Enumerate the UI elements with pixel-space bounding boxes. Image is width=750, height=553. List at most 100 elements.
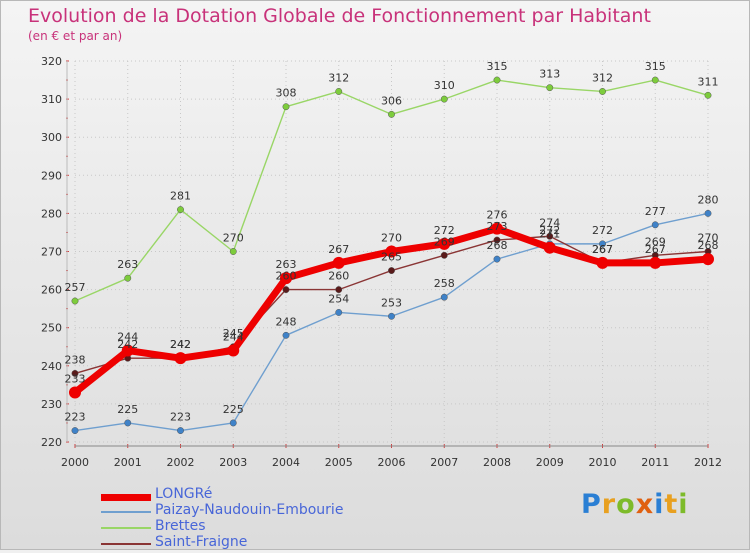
data-label-paizay-naudouin-embourie: 225	[223, 403, 244, 416]
data-label-longr-: 276	[487, 209, 508, 222]
data-label-saint-fraigne: 273	[487, 220, 508, 233]
data-label-brettes: 306	[381, 94, 402, 107]
data-point-brettes	[335, 88, 343, 95]
data-point-saint-fraigne	[282, 286, 290, 294]
data-label-paizay-naudouin-embourie: 254	[328, 292, 349, 305]
data-label-brettes: 257	[65, 281, 86, 294]
data-point-paizay-naudouin-embourie	[229, 419, 237, 427]
data-point-longr-	[543, 241, 556, 254]
logo-letter: r	[601, 489, 617, 520]
data-label-longr-: 271	[539, 228, 560, 241]
data-point-saint-fraigne	[388, 267, 395, 274]
data-point-longr-	[385, 245, 398, 258]
data-label-longr-: 272	[434, 224, 455, 237]
y-tick-label: 260	[41, 284, 62, 297]
data-point-paizay-naudouin-embourie	[599, 240, 606, 248]
y-tick-label: 320	[41, 55, 62, 68]
data-point-paizay-naudouin-embourie	[282, 331, 290, 339]
x-tick-label: 2002	[167, 456, 195, 469]
data-point-paizay-naudouin-embourie	[71, 427, 79, 435]
data-point-longr-	[649, 256, 662, 269]
data-point-longr-	[596, 256, 609, 269]
data-point-longr-	[332, 256, 345, 269]
y-tick-label: 270	[41, 246, 62, 259]
data-label-saint-fraigne: 245	[223, 327, 244, 340]
data-label-brettes: 315	[645, 60, 666, 73]
data-label-saint-fraigne: 274	[539, 216, 560, 229]
data-point-paizay-naudouin-embourie	[493, 255, 501, 263]
x-tick-label: 2011	[641, 456, 669, 469]
logo-letter: i	[678, 489, 689, 520]
data-label-saint-fraigne: 265	[381, 251, 402, 264]
data-label-saint-fraigne: 242	[170, 338, 191, 351]
y-tick-label: 290	[41, 169, 62, 182]
legend-label-brettes: Brettes	[155, 518, 206, 534]
data-label-saint-fraigne: 269	[434, 235, 455, 248]
data-point-paizay-naudouin-embourie	[124, 419, 132, 427]
data-point-paizay-naudouin-embourie	[440, 293, 448, 301]
data-point-brettes	[229, 248, 237, 255]
x-tick-label: 2010	[589, 456, 617, 469]
y-tick-label: 310	[41, 93, 62, 106]
logo-letter: P	[581, 489, 602, 520]
data-point-saint-fraigne	[493, 236, 501, 244]
logo-letter: x	[635, 489, 655, 520]
data-label-longr-: 267	[328, 243, 349, 256]
data-label-saint-fraigne: 267	[592, 243, 613, 256]
data-label-paizay-naudouin-embourie: 277	[645, 205, 666, 218]
data-label-longr-: 270	[381, 232, 402, 245]
data-label-saint-fraigne: 260	[328, 270, 349, 283]
data-label-longr-: 267	[592, 243, 613, 256]
data-label-brettes: 263	[117, 258, 138, 271]
legend-swatch-brettes	[101, 527, 151, 529]
data-point-saint-fraigne	[546, 232, 554, 240]
data-point-brettes	[177, 206, 184, 214]
data-label-longr-: 244	[117, 331, 138, 344]
logo-letter: o	[616, 489, 636, 520]
data-label-brettes: 308	[276, 87, 297, 100]
chart-title: Evolution de la Dotation Globale de Fonc…	[28, 5, 651, 27]
data-point-brettes	[651, 76, 659, 84]
data-point-saint-fraigne	[440, 251, 448, 259]
data-label-brettes: 311	[698, 75, 719, 88]
data-point-paizay-naudouin-embourie	[388, 312, 395, 320]
data-label-saint-fraigne: 238	[65, 353, 86, 366]
legend-swatch-paizay	[101, 511, 151, 513]
data-label-paizay-naudouin-embourie: 272	[539, 224, 560, 237]
x-tick-label: 2007	[430, 456, 458, 469]
data-label-brettes: 310	[434, 79, 455, 92]
x-tick-label: 2005	[325, 456, 353, 469]
data-label-brettes: 312	[592, 71, 613, 84]
x-tick-label: 2006	[378, 456, 406, 469]
data-label-longr-: 242	[170, 338, 191, 351]
x-tick-label: 2000	[61, 456, 89, 469]
x-tick-label: 2001	[114, 456, 142, 469]
data-label-saint-fraigne: 242	[117, 338, 138, 351]
data-point-brettes	[282, 103, 290, 111]
data-point-brettes	[704, 91, 712, 99]
data-point-brettes	[440, 95, 448, 103]
data-label-paizay-naudouin-embourie: 268	[487, 239, 508, 252]
legend-swatch-longre	[101, 494, 151, 501]
data-point-longr-	[280, 272, 292, 285]
data-label-brettes: 315	[487, 60, 508, 73]
data-label-saint-fraigne: 269	[645, 235, 666, 248]
legend-label-paizay: Paizay-Naudouin-Embourie	[155, 502, 344, 518]
data-label-paizay-naudouin-embourie: 223	[170, 411, 191, 424]
legend-label-longre: LONGRé	[155, 486, 213, 502]
data-point-longr-	[174, 352, 187, 365]
legend-swatch-saint-fraigne	[101, 543, 151, 545]
data-label-brettes: 312	[328, 71, 349, 84]
chart-subtitle: (en € et par an)	[28, 29, 123, 43]
data-label-paizay-naudouin-embourie: 253	[381, 296, 402, 309]
data-label-brettes: 270	[223, 232, 244, 245]
data-point-brettes	[599, 88, 606, 95]
data-point-saint-fraigne	[335, 286, 343, 294]
data-label-saint-fraigne: 260	[276, 270, 297, 283]
x-tick-label: 2003	[219, 456, 247, 469]
data-label-longr-: 267	[645, 243, 666, 256]
data-label-brettes: 313	[539, 68, 560, 81]
logo-letter: t	[664, 489, 679, 520]
data-point-paizay-naudouin-embourie	[651, 221, 659, 229]
